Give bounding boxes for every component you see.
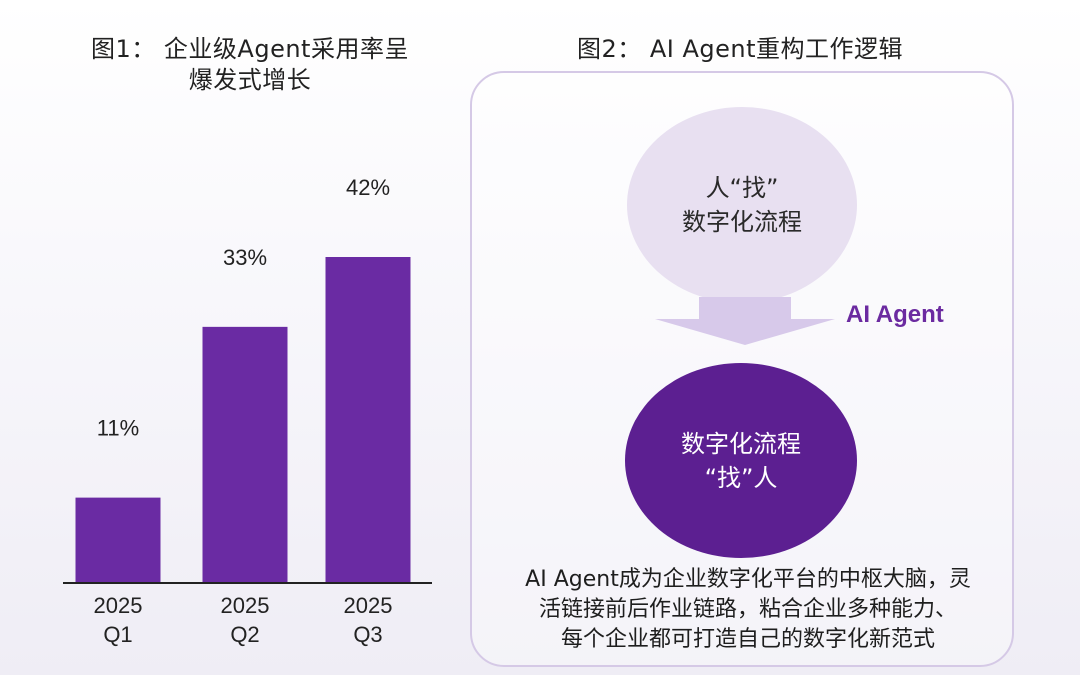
top-circle-line2: 数字化流程 [682, 208, 802, 236]
bar-3 [325, 257, 411, 583]
bottom-circle: 数字化流程 “找”人 [625, 363, 857, 558]
bottom-circle-line1: 数字化流程 [681, 429, 801, 458]
data-label-1: 11% [97, 416, 139, 441]
category-label-2-line1: 2025 [221, 593, 270, 618]
fig1-title-line2: 爆发式增长 [188, 66, 312, 94]
arrow-label: AI Agent [846, 301, 944, 328]
category-label-2-line2: Q2 [230, 622, 259, 647]
description-line1: AI Agent成为企业数字化平台的中枢大脑，灵 [525, 567, 971, 592]
top-circle: 人“找” 数字化流程 [627, 107, 857, 303]
bottom-circle-line2: “找”人 [704, 463, 778, 492]
category-label-3-line2: Q3 [353, 622, 382, 647]
down-arrow-icon [655, 297, 835, 345]
bar-chart: 11% 2025 Q1 33% 2025 Q2 42% 2025 Q3 [63, 175, 432, 647]
description-line2: 活链接前后作业链路，粘合企业多种能力、 [538, 597, 957, 622]
fig2-title: 图2： AI Agent重构工作逻辑 [576, 35, 904, 63]
bar-1 [75, 497, 161, 583]
bar-2 [202, 326, 288, 583]
description: AI Agent成为企业数字化平台的中枢大脑，灵 活链接前后作业链路，粘合企业多… [488, 565, 1008, 655]
category-label-1-line1: 2025 [94, 593, 143, 618]
fig1-title: 图1： 企业级Agent采用率呈 爆发式增长 [60, 34, 440, 96]
data-label-3: 42% [346, 175, 390, 200]
down-arrow-shape [655, 297, 835, 345]
data-label-2: 33% [223, 245, 267, 270]
category-label-1-line2: Q1 [103, 622, 132, 647]
fig1-title-line1: 图1： 企业级Agent采用率呈 [91, 35, 409, 63]
category-label-3-line1: 2025 [344, 593, 393, 618]
description-line3: 每个企业都可打造自己的数字化新范式 [560, 627, 935, 652]
top-circle-line1: 人“找” [705, 174, 779, 202]
